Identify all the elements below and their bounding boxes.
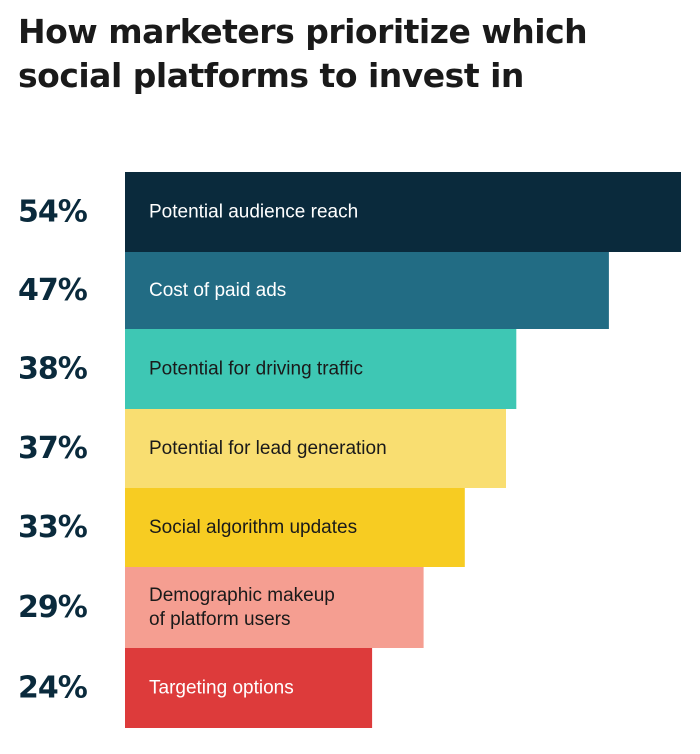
- bar: [125, 329, 517, 409]
- bar-row: 38% Potential for driving traffic: [18, 329, 517, 409]
- bar-row: 54% Potential audience reach: [18, 172, 681, 252]
- value-label: 47%: [18, 273, 88, 308]
- bar-row: 33% Social algorithm updates: [18, 488, 465, 567]
- category-label-line: Social algorithm updates: [149, 517, 357, 538]
- chart-title-line-2: social platforms to invest in: [18, 56, 524, 95]
- category-label: Cost of paid ads: [149, 280, 286, 301]
- bar: [125, 172, 681, 252]
- bar: [125, 488, 465, 567]
- category-label: Potential for lead generation: [149, 438, 387, 459]
- bar: [125, 648, 373, 728]
- category-label: Social algorithm updates: [149, 517, 357, 538]
- category-label: Potential audience reach: [149, 202, 358, 223]
- bar-row: 24% Targeting options: [18, 648, 373, 728]
- value-label: 29%: [18, 590, 88, 625]
- value-label: 33%: [18, 510, 88, 545]
- category-label-line: Targeting options: [149, 678, 294, 699]
- bar-row: 37% Potential for lead generation: [18, 409, 506, 488]
- bar: [125, 252, 609, 329]
- category-label-line: Potential audience reach: [149, 202, 358, 223]
- value-label: 38%: [18, 352, 88, 387]
- category-label-line: Cost of paid ads: [149, 280, 286, 301]
- category-label-line: Demographic makeup: [149, 585, 335, 606]
- category-label-line: of platform users: [149, 609, 291, 630]
- category-label: Demographic makeup of platform users: [149, 585, 335, 630]
- value-label: 37%: [18, 431, 88, 466]
- category-label-line: Potential for lead generation: [149, 438, 387, 459]
- category-label: Potential for driving traffic: [149, 359, 363, 380]
- chart-title: How marketers prioritize which social pla…: [18, 10, 678, 98]
- chart-title-line-1: How marketers prioritize which: [18, 12, 588, 51]
- category-label-line: Potential for driving traffic: [149, 359, 363, 380]
- category-label: Targeting options: [149, 678, 294, 699]
- value-label: 54%: [18, 195, 88, 230]
- value-label: 24%: [18, 671, 88, 706]
- bar: [125, 409, 506, 488]
- bar-row: 29% Demographic makeup of platform users: [18, 567, 424, 648]
- bar: [125, 567, 424, 648]
- bar-row: 47% Cost of paid ads: [18, 252, 609, 329]
